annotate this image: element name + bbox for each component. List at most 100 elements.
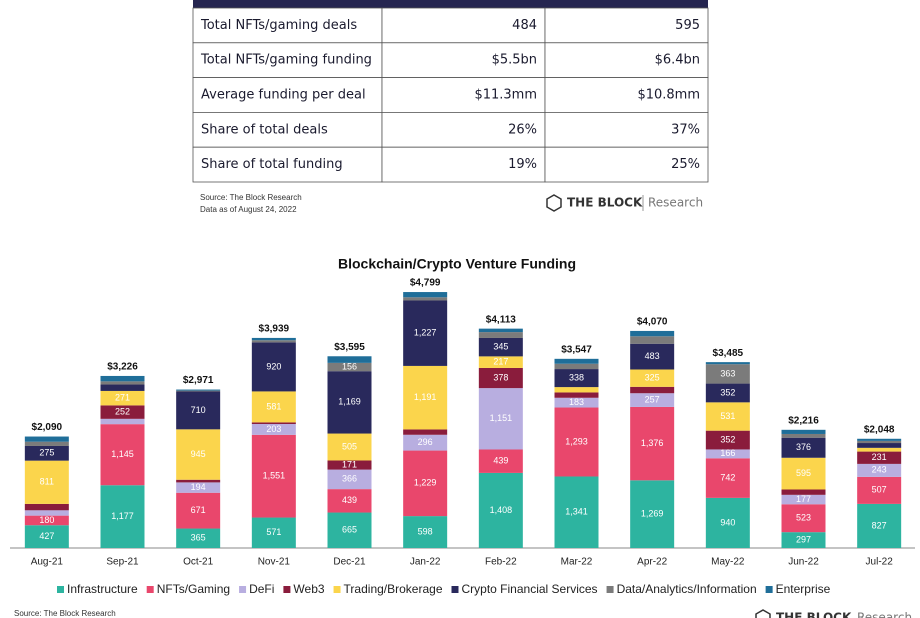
segment-label: 275 <box>39 448 54 458</box>
bar-segment <box>176 482 221 493</box>
bar-segment <box>403 292 448 298</box>
table-source: Source: The Block Research <box>200 193 302 202</box>
bar-segment <box>478 367 523 389</box>
bar-segment <box>478 356 523 368</box>
table-text: Share of total funding <box>201 157 343 172</box>
bar-segment <box>24 515 69 526</box>
bar-segment <box>176 492 221 529</box>
legend-label: NFTs/Gaming <box>157 582 230 596</box>
bar-segment <box>554 476 599 548</box>
segment-label: 1,293 <box>565 436 588 446</box>
bar-segment <box>554 387 599 393</box>
segment-label: 1,551 <box>263 471 286 481</box>
bar-segment <box>176 390 221 392</box>
bar-segment <box>327 469 372 490</box>
segment-label: 581 <box>266 401 281 411</box>
bar-segment <box>478 328 523 333</box>
segment-label: 217 <box>493 357 508 367</box>
bar-segment <box>176 389 221 391</box>
segment-label: 1,151 <box>490 413 513 423</box>
bar-segment <box>100 424 145 486</box>
bar-segment <box>705 383 750 403</box>
x-tick-label: Sep-21 <box>106 557 139 568</box>
segment-label: 1,408 <box>490 505 513 515</box>
total-label: $4,070 <box>637 317 668 328</box>
legend-swatch <box>57 586 64 593</box>
logo-name: THE BLOCK <box>567 196 643 210</box>
legend-label: DeFi <box>249 582 274 596</box>
segment-label: 252 <box>115 406 130 416</box>
bar-segment <box>327 371 372 434</box>
table-text: 37% <box>671 122 700 137</box>
bar-segment <box>24 445 69 461</box>
table-text: 484 <box>512 18 537 33</box>
legend-swatch <box>283 586 291 593</box>
table-header <box>193 0 708 8</box>
bar-segment <box>327 460 372 470</box>
x-tick-label: Feb-22 <box>485 557 517 568</box>
bar-segment <box>251 422 296 424</box>
logo: THE BLOCK Research <box>546 194 703 212</box>
bar-segment <box>251 424 296 435</box>
bar-segment <box>100 418 145 425</box>
bar-segment <box>24 436 69 442</box>
total-label: $3,595 <box>334 342 365 353</box>
bar-segment <box>251 434 296 518</box>
bar-segment <box>251 391 296 423</box>
bar-segment <box>478 449 523 473</box>
bar-segment <box>100 381 145 385</box>
bar-segment <box>403 450 448 517</box>
bar-segment <box>554 407 599 477</box>
table-text: Total NFTs/gaming deals <box>200 18 357 33</box>
legend-swatch <box>333 586 341 593</box>
bar-segment <box>630 480 675 548</box>
bar-segment <box>857 438 902 441</box>
bar-segment <box>781 433 826 438</box>
bar-segment <box>403 429 448 435</box>
bar-segment <box>327 512 372 548</box>
segment-label: 507 <box>872 485 887 495</box>
x-tick-label: Jan-22 <box>410 557 441 568</box>
segment-label: 1,227 <box>414 328 437 338</box>
table-cell <box>381 77 546 113</box>
segment-label: 920 <box>266 361 281 371</box>
total-label: $3,547 <box>561 344 592 355</box>
segment-label: 940 <box>720 517 735 527</box>
x-tick-label: Jul-22 <box>866 557 894 568</box>
bar-segment <box>251 517 296 548</box>
segment-label: 1,341 <box>565 507 588 517</box>
segment-label: 203 <box>266 424 281 434</box>
total-label: $4,799 <box>410 278 441 289</box>
bar-segment <box>630 330 675 337</box>
legend-swatch <box>606 586 614 593</box>
table-cell <box>192 42 383 78</box>
bar-segment <box>403 365 448 430</box>
legend-swatch <box>146 586 154 593</box>
bar-segment <box>100 375 145 382</box>
bar-segment <box>554 369 599 388</box>
table-cell <box>544 146 709 183</box>
bar-segment <box>403 300 448 366</box>
table-cell <box>544 112 709 148</box>
total-label: $3,939 <box>259 324 290 335</box>
table-text: Total NFTs/gaming funding <box>200 53 372 68</box>
segment-label: 1,145 <box>111 449 134 459</box>
segment-label: 231 <box>872 452 887 462</box>
bar-segment <box>403 297 448 301</box>
table-cell <box>192 112 383 148</box>
segment-label: 427 <box>39 531 54 541</box>
segment-label: 505 <box>342 441 357 451</box>
bar-segment <box>100 485 145 548</box>
segment-label: 1,229 <box>414 478 437 488</box>
x-tick-label: May-22 <box>711 557 745 568</box>
total-label: $3,226 <box>107 362 138 373</box>
bar-segment <box>327 433 372 461</box>
total-label: $2,090 <box>32 422 63 433</box>
chart-footer: Source: The Block Research <box>14 609 116 618</box>
bar-segment <box>478 472 523 548</box>
logo-bottom: THE BLOCK Research <box>755 609 912 618</box>
logo-icon <box>755 609 771 618</box>
table-text: $5.5bn <box>492 53 537 68</box>
legend-label: Data/Analytics/Information <box>617 582 757 596</box>
bar-segment <box>100 384 145 391</box>
